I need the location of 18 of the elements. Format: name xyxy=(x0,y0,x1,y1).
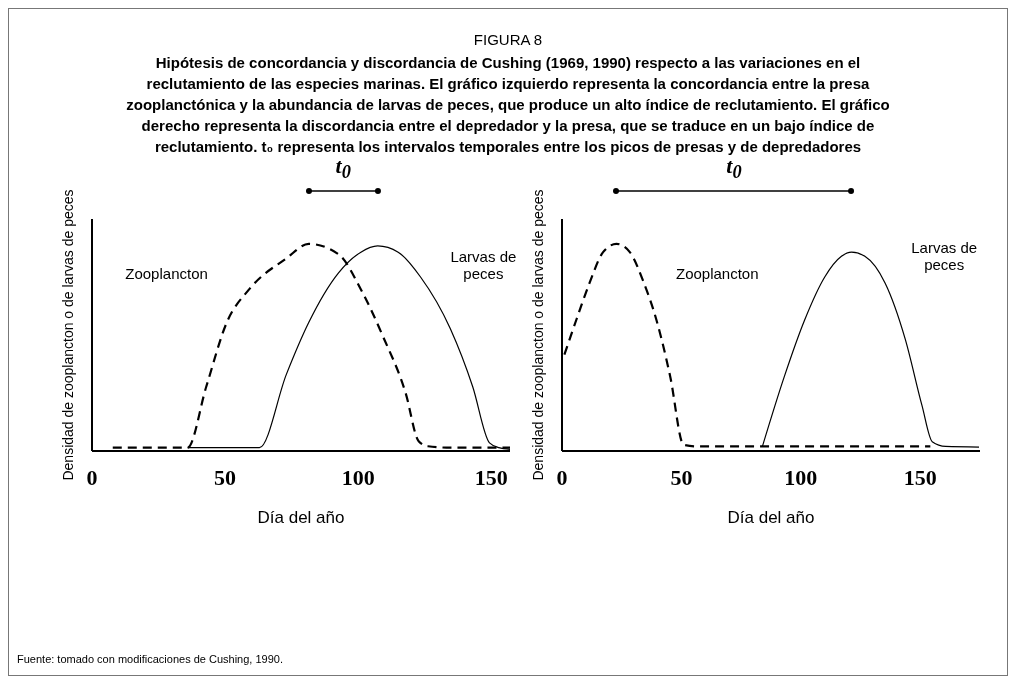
x-tick-label: 50 xyxy=(670,464,693,490)
text: Zooplancton xyxy=(124,264,209,282)
y-axis-title: Densidad de zooplancton o de larvas de peces xyxy=(529,189,546,481)
text: Zooplancton xyxy=(674,264,760,282)
y-axis-title: Densidad de zooplancton o de larvas de peces xyxy=(59,189,76,481)
x-tick-label: 0 xyxy=(556,464,568,490)
x-tick-label: 150 xyxy=(903,464,937,490)
x-tick-label: 100 xyxy=(341,464,375,490)
chart-title: FIGURA 8 xyxy=(472,31,544,48)
source-note: Fuente: tomado con modificaciones de Cushing, 1990. xyxy=(17,653,283,665)
series-label: Larvas de peces xyxy=(910,239,979,274)
x-tick-label: 150 xyxy=(474,464,508,490)
x-tick-label: 50 xyxy=(214,464,237,490)
x-axis-title: Día del año xyxy=(727,508,815,527)
x-tick-label: 0 xyxy=(86,464,98,490)
x-axis-title: Día del año xyxy=(257,508,345,527)
x-tick-label: 100 xyxy=(784,464,818,490)
series-label: Larvas de peces xyxy=(449,247,518,282)
